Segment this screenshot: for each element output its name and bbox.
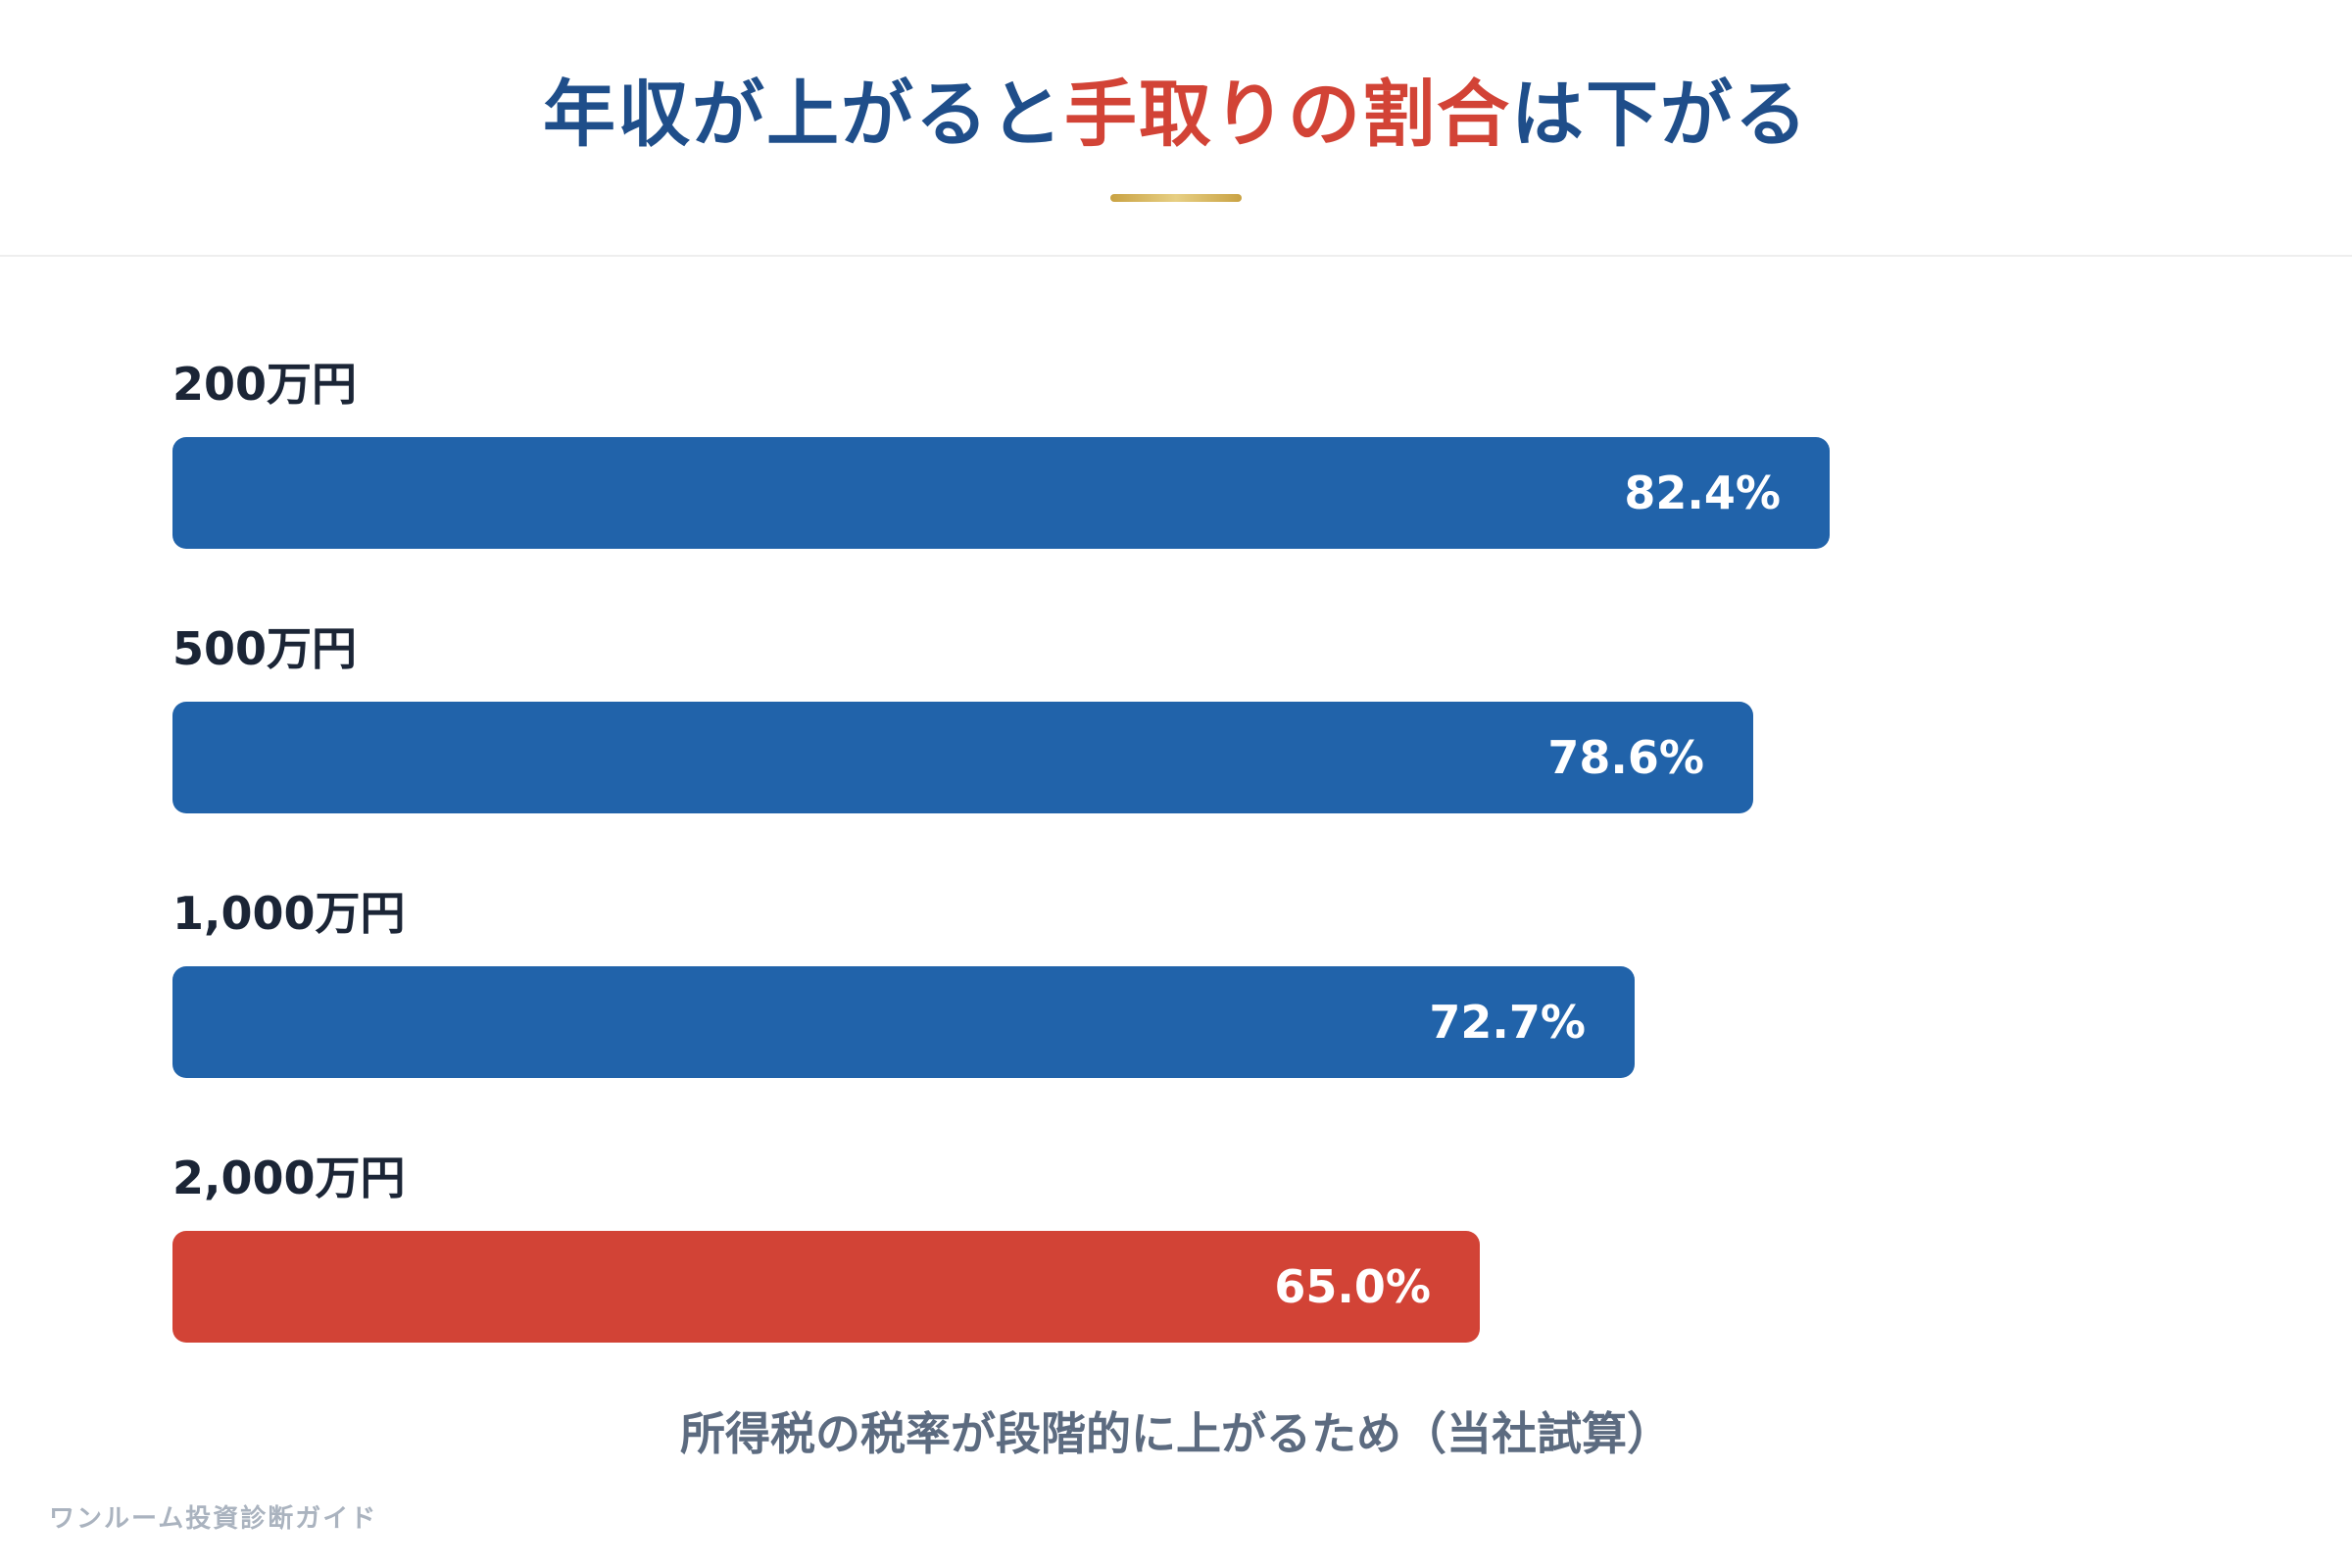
title-part1: 年収が上がると: [543, 73, 1064, 157]
bar: 82.4%: [172, 437, 1830, 549]
bar-value-label: 65.0%: [1274, 1260, 1431, 1313]
bar: 78.6%: [172, 702, 1753, 813]
bar-highlight: 65.0%: [172, 1231, 1480, 1343]
chart-header: 年収が上がると手取りの割合は下がる: [0, 0, 2352, 257]
bar: 72.7%: [172, 966, 1635, 1078]
category-label: 1,000万円: [172, 887, 406, 940]
category-label: 500万円: [172, 622, 358, 675]
category-label: 200万円: [172, 358, 358, 411]
title-part2: は下がる: [1511, 73, 1809, 157]
title-underline: [1110, 194, 1242, 202]
bar-value-label: 72.7%: [1429, 996, 1586, 1049]
chart-title: 年収が上がると手取りの割合は下がる: [0, 61, 2352, 169]
bar-value-label: 78.6%: [1547, 731, 1704, 784]
title-accent: 手取りの割合: [1064, 73, 1511, 157]
bar-value-label: 82.4%: [1624, 466, 1781, 519]
footer-brand: ワンルーム投資診断ガイド: [49, 1504, 378, 1534]
chart-note: 所得税の税率が段階的に上がるため（当社試算）: [680, 1407, 1672, 1460]
category-label: 2,000万円: [172, 1152, 406, 1204]
